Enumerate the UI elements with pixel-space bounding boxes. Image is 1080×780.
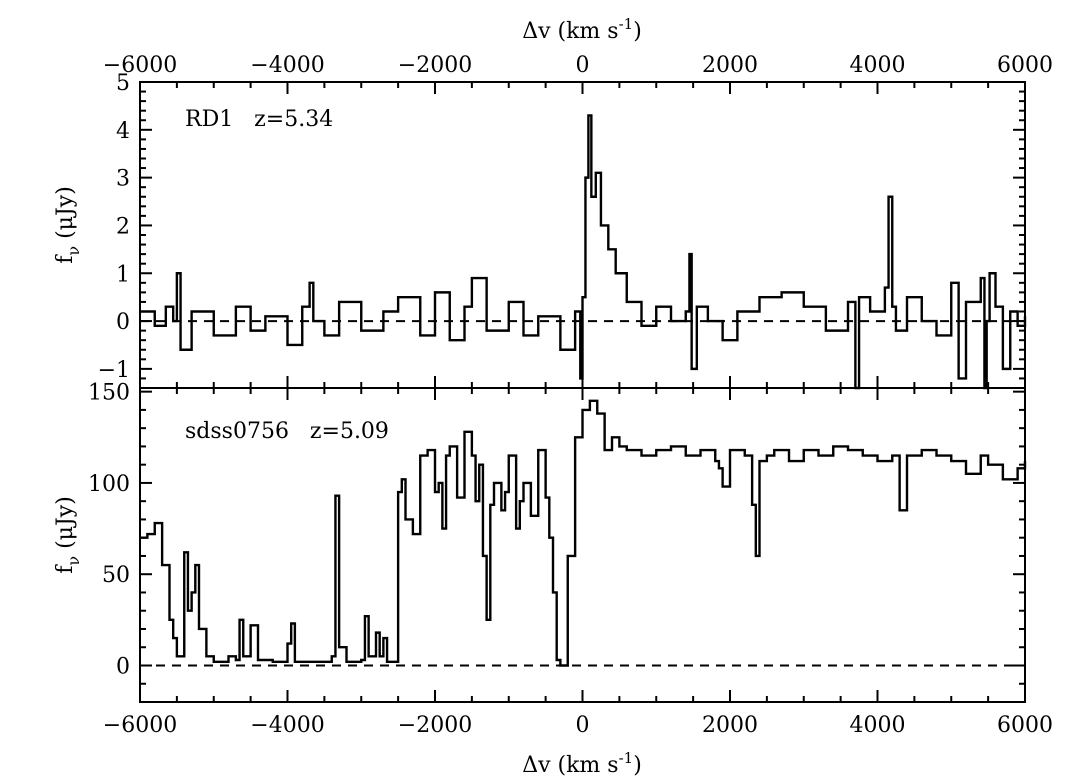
y-axis-title-text: fν (μJy)	[53, 496, 83, 574]
y-tick-label: 150	[88, 381, 130, 406]
panel-rd1-spectrum-line	[140, 114, 1027, 390]
y-tick-label: 0	[116, 654, 130, 679]
y-tick-label: 3	[116, 167, 130, 192]
panel-sdss0756-y-axis-title: fν (μJy)	[53, 496, 83, 574]
x-tick-label: 0	[576, 53, 590, 78]
panel-sdss0756-frame	[139, 387, 1026, 703]
x-tick-label: 0	[576, 713, 590, 738]
y-tick-label: 100	[88, 472, 130, 497]
x-axis-title-top: Δv (km s-1)	[522, 15, 642, 44]
panel-rd1: −1 0 1 2 3 4 5−6000 −4000 −2000 0 2000 4000 6000 RD1…	[53, 53, 1053, 390]
x-tick-label: −4000	[250, 53, 324, 78]
panel-rd1-y-axis-title: fν (μJy)	[53, 186, 83, 264]
y-tick-label: 2	[116, 214, 130, 239]
y-tick-label: 4	[116, 119, 130, 144]
x-tick-label: 2000	[702, 713, 758, 738]
y-tick-label: 5	[116, 71, 130, 96]
x-tick-label: 2000	[702, 53, 758, 78]
panel-rd1-label: RD1 z=5.34	[185, 107, 333, 132]
x-tick-label: 4000	[850, 713, 906, 738]
y-axis-title-text: fν (μJy)	[53, 186, 83, 264]
x-tick-label: −2000	[398, 713, 472, 738]
panel-rd1-ticks: −1 0 1 2 3 4 5−6000 −4000 −2000 0 2000 4000 6000	[98, 53, 1053, 388]
x-tick-label: −6000	[103, 53, 177, 78]
y-tick-label: 50	[102, 563, 130, 588]
x-tick-label: 6000	[997, 53, 1053, 78]
panel-sdss0756-spectrum-line	[140, 399, 1027, 667]
x-tick-label: −4000	[250, 713, 324, 738]
panel-sdss0756-label: sdss0756 z=5.09	[185, 419, 389, 444]
x-tick-label: 4000	[850, 53, 906, 78]
x-tick-label: −2000	[398, 53, 472, 78]
y-tick-label: 1	[116, 262, 130, 287]
y-tick-label: −1	[98, 358, 130, 383]
y-tick-label: 0	[116, 310, 130, 335]
panel-sdss0756: 0 50 100 150 −6000 −4000 −2000 0 2000 4000 6000 sd…	[53, 381, 1053, 738]
x-tick-label: −6000	[103, 713, 177, 738]
x-axis-title-bottom: Δv (km s-1)	[522, 749, 642, 778]
x-tick-label: 6000	[997, 713, 1053, 738]
